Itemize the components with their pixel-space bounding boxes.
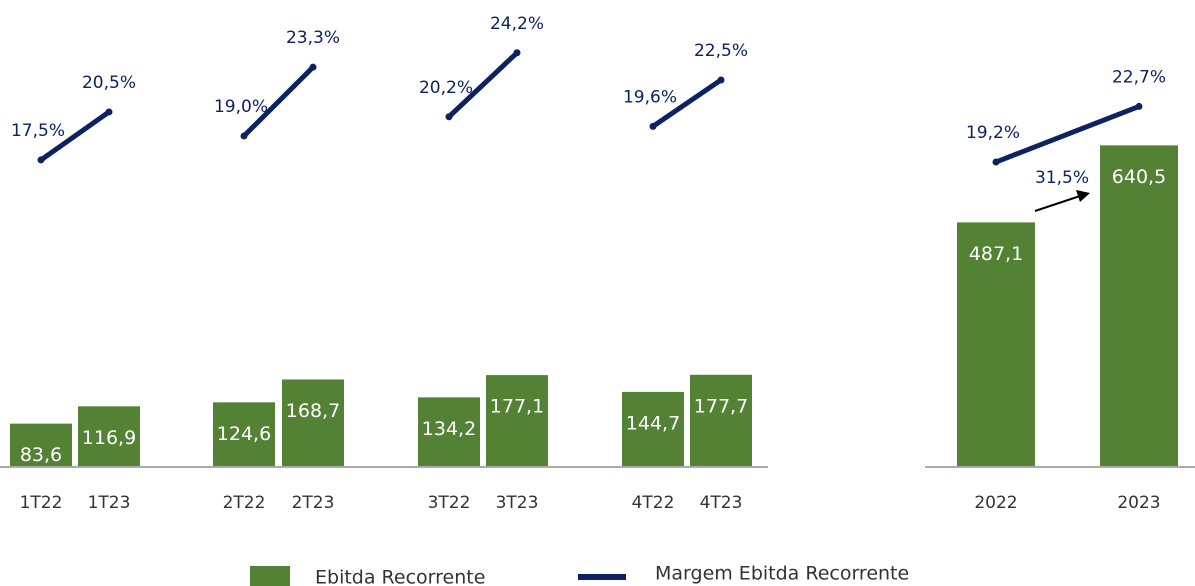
- legend-swatch-bar: [250, 566, 290, 586]
- margin-line: [651, 77, 723, 129]
- margin-point: [240, 132, 248, 140]
- margin-label: 22,7%: [1112, 67, 1166, 87]
- margin-point: [717, 76, 725, 84]
- bar-label: 124,6: [217, 423, 271, 445]
- bar-label: 640,5: [1112, 166, 1166, 188]
- margin-line: [242, 65, 315, 138]
- bar: [78, 406, 140, 467]
- margin-line: [995, 104, 1140, 165]
- bar: [213, 402, 275, 467]
- growth-arrow: [1034, 195, 1081, 212]
- margin-point: [445, 113, 453, 121]
- margin-point: [309, 63, 317, 71]
- growth-arrowhead: [1076, 190, 1090, 202]
- x-tick-label: 1T22: [20, 493, 63, 513]
- margin-label: 19,0%: [214, 97, 268, 117]
- bar: [957, 222, 1035, 467]
- margin-label: 20,5%: [82, 73, 136, 93]
- bar: [622, 391, 684, 467]
- bar: [418, 397, 480, 467]
- margin-point: [1135, 102, 1143, 110]
- margin-label: 24,2%: [490, 14, 544, 34]
- bar-label: 134,2: [422, 418, 476, 440]
- x-tick-label: 1T23: [88, 493, 131, 513]
- x-tick-label: 3T22: [428, 493, 471, 513]
- margin-label: 23,3%: [286, 28, 340, 48]
- bar-label: 144,7: [626, 412, 680, 434]
- legend-label: Margem Ebitda Recorrente: [655, 563, 909, 585]
- bar: [10, 423, 72, 467]
- margin-label: 20,2%: [419, 78, 473, 98]
- x-tick-label: 2023: [1117, 493, 1160, 513]
- bar: [282, 379, 344, 467]
- margin-label: 19,6%: [623, 87, 677, 107]
- x-tick-label: 2022: [974, 493, 1017, 513]
- x-tick-label: 4T23: [700, 493, 743, 513]
- margin-line: [39, 109, 111, 162]
- bar-label: 487,1: [969, 243, 1023, 265]
- bar-label: 83,6: [20, 444, 62, 466]
- bar: [690, 374, 752, 467]
- margin-point: [649, 122, 657, 130]
- margin-point: [37, 156, 45, 164]
- x-tick-label: 3T23: [496, 493, 539, 513]
- margin-line: [447, 50, 519, 119]
- x-tick-label: 2T23: [292, 493, 335, 513]
- margin-point: [105, 108, 113, 116]
- margin-label: 17,5%: [11, 121, 65, 141]
- margin-label: 19,2%: [966, 123, 1020, 143]
- bar: [486, 375, 548, 467]
- bar: [1100, 145, 1178, 468]
- margin-point: [513, 49, 521, 57]
- x-tick-label: 2T22: [223, 493, 266, 513]
- margin-point: [992, 158, 1000, 166]
- growth-annotation: 31,5%: [1035, 168, 1089, 188]
- bar-label: 116,9: [82, 427, 136, 449]
- bar-label: 177,7: [694, 395, 748, 417]
- bar-label: 168,7: [286, 400, 340, 422]
- bar-label: 177,1: [490, 396, 544, 418]
- legend-label: Ebitda Recorrente: [315, 567, 485, 586]
- x-tick-label: 4T22: [632, 493, 675, 513]
- margin-label: 22,5%: [694, 41, 748, 61]
